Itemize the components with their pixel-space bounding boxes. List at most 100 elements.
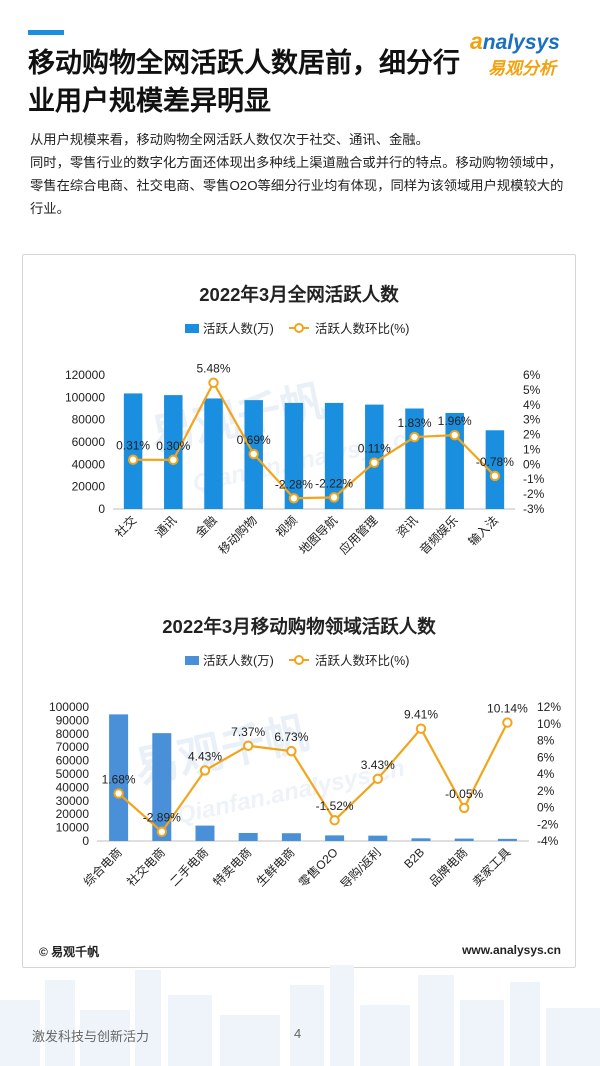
chart2-right-tick: 2%	[537, 784, 555, 798]
source-url: www.analysys.cn	[462, 943, 561, 957]
chart1-left-tick: 40000	[72, 457, 106, 471]
chart1-legend-line-marker	[294, 323, 304, 333]
chart2-line-point	[415, 723, 427, 734]
chart1-data-label: 0.69%	[237, 433, 271, 447]
analysys-logo: analysys 易观分析	[470, 24, 582, 82]
chart2-legend-line-label: 活跃人数环比(%)	[315, 653, 409, 668]
chart2-category-label: 综合电商	[80, 845, 125, 890]
chart1-category-label: 视频	[272, 513, 300, 541]
chart2-line-point	[156, 826, 168, 837]
chart1-line-point	[288, 493, 300, 504]
chart2-bar	[152, 733, 172, 841]
chart1-bar	[204, 398, 223, 509]
chart1-right-tick: 5%	[523, 383, 541, 397]
chart1-category-label: 资讯	[394, 513, 421, 540]
chart1-data-label: 0.30%	[156, 439, 190, 453]
chart1-category-label: 地图导航	[296, 513, 341, 558]
chart1-bar	[485, 430, 505, 509]
chart1-left-tick: 60000	[72, 435, 106, 449]
chart2-category-label: 卖家工具	[469, 845, 514, 890]
chart1-bar	[324, 402, 344, 509]
chart2-category-label: 导购/返利	[337, 845, 384, 892]
chart2-data-label: -0.05%	[445, 787, 483, 801]
chart1-category-label: 金融	[192, 513, 220, 541]
chart2-category-label: 品牌电商	[426, 845, 471, 890]
chart2-data-label: 1.68%	[102, 772, 136, 786]
chart1-line-point	[489, 470, 501, 482]
chart2-left-tick: 80000	[56, 727, 90, 741]
chart-mobile-shopping-active-users: 易观千帆 Qianfan.analysys.cn 2022年3月移动购物领域活跃人数…	[23, 595, 575, 940]
chart1-left-tick: 80000	[72, 413, 106, 427]
chart1-bar	[365, 404, 384, 509]
chart1-legend-line-label: 活跃人数环比(%)	[315, 321, 409, 336]
chart1-left-tick: 120000	[65, 368, 105, 382]
chart2-right-tick: 12%	[537, 700, 561, 714]
chart1-right-tick: 4%	[523, 398, 541, 412]
chart2-line-point	[243, 740, 254, 751]
chart1-right-tick: 6%	[523, 368, 541, 382]
chart2-left-tick: 30000	[56, 794, 90, 808]
chart2-bar	[109, 714, 129, 841]
logo-chinese: 易观分析	[488, 59, 556, 78]
logo-english: analysys	[470, 28, 560, 55]
chart2-legend-bar-label: 活跃人数(万)	[203, 653, 274, 668]
chart2-data-label: 7.37%	[231, 725, 265, 739]
chart1-bar	[405, 408, 424, 509]
page-number: 4	[294, 1026, 302, 1041]
chart1-left-tick: 20000	[72, 480, 106, 494]
chart2-category-label: 零售O2O	[295, 845, 340, 890]
chart2-right-tick: 0%	[537, 801, 555, 815]
chart1-category-label: 音频娱乐	[416, 513, 461, 558]
chart2-line-point	[286, 745, 297, 757]
chart1-line-point	[248, 448, 259, 460]
chart2-left-tick: 0	[82, 834, 89, 848]
chart1-left-tick: 0	[98, 502, 105, 516]
chart2-data-label: -1.52%	[316, 799, 354, 813]
chart2-left-tick: 50000	[56, 767, 90, 781]
chart2-line-point	[113, 788, 124, 799]
chart1-data-label: 1.96%	[438, 414, 472, 428]
chart2-data-label: 3.43%	[361, 758, 395, 772]
chart-card: 易观千帆 Qianfan.analysys.cn 2022年3月全网活跃人数 活跃人数…	[22, 254, 576, 968]
chart1-line-point	[449, 429, 460, 441]
chart1-right-tick: 3%	[523, 413, 541, 427]
chart1-line-point	[208, 377, 219, 388]
intro-line-1: 从用户规模来看，移动购物全网活跃人数仅次于社交、通讯、金融。	[30, 132, 429, 147]
chart1-right-tick: -2%	[523, 487, 545, 501]
chart2-left-tick: 20000	[56, 807, 90, 821]
chart1-line-point	[328, 492, 340, 503]
chart2-title: 2022年3月移动购物领域活跃人数	[162, 616, 436, 637]
chart2-left-tick: 10000	[56, 821, 90, 835]
chart2-category-label: 二手电商	[167, 845, 212, 890]
chart1-data-label: 5.48%	[196, 362, 230, 376]
chart2-data-label: -2.89%	[143, 811, 181, 825]
chart2-bar	[454, 838, 474, 841]
chart2-bar	[411, 838, 431, 841]
chart2-bar	[368, 835, 388, 841]
chart1-right-tick: 0%	[523, 457, 541, 471]
chart1-line-point	[409, 431, 420, 443]
chart1-data-label: -2.22%	[315, 476, 353, 490]
chart2-bar	[281, 833, 301, 841]
chart1-bar	[284, 402, 304, 509]
chart2-data-label: 10.14%	[487, 702, 528, 716]
chart2-left-tick: 40000	[56, 780, 90, 794]
chart2-svg: 易观千帆Qianfan.analysys.cn2022年3月移动购物领域活跃人数…	[49, 616, 561, 892]
skyline-decoration	[0, 965, 600, 1066]
title-accent-bar	[28, 30, 64, 35]
chart2-data-label: 9.41%	[404, 708, 438, 722]
chart2-right-tick: 8%	[537, 734, 555, 748]
source-label: © 易观千帆	[39, 945, 100, 959]
chart1-right-tick: 1%	[523, 442, 541, 456]
chart2-line-point	[372, 773, 383, 784]
chart1-legend-bar-label: 活跃人数(万)	[203, 321, 274, 336]
chart1-data-label: 0.11%	[358, 442, 391, 456]
chart2-left-tick: 90000	[56, 713, 90, 727]
chart2-bar	[238, 832, 258, 841]
chart2-line-point	[502, 717, 513, 728]
chart1-line-point	[168, 454, 179, 466]
page-title: 移动购物全网活跃人数居前，细分行业用户规模差异明显	[28, 48, 460, 116]
logo-letter-a: a	[470, 28, 483, 54]
chart2-line-series	[117, 722, 509, 834]
chart2-line-point	[459, 802, 470, 814]
